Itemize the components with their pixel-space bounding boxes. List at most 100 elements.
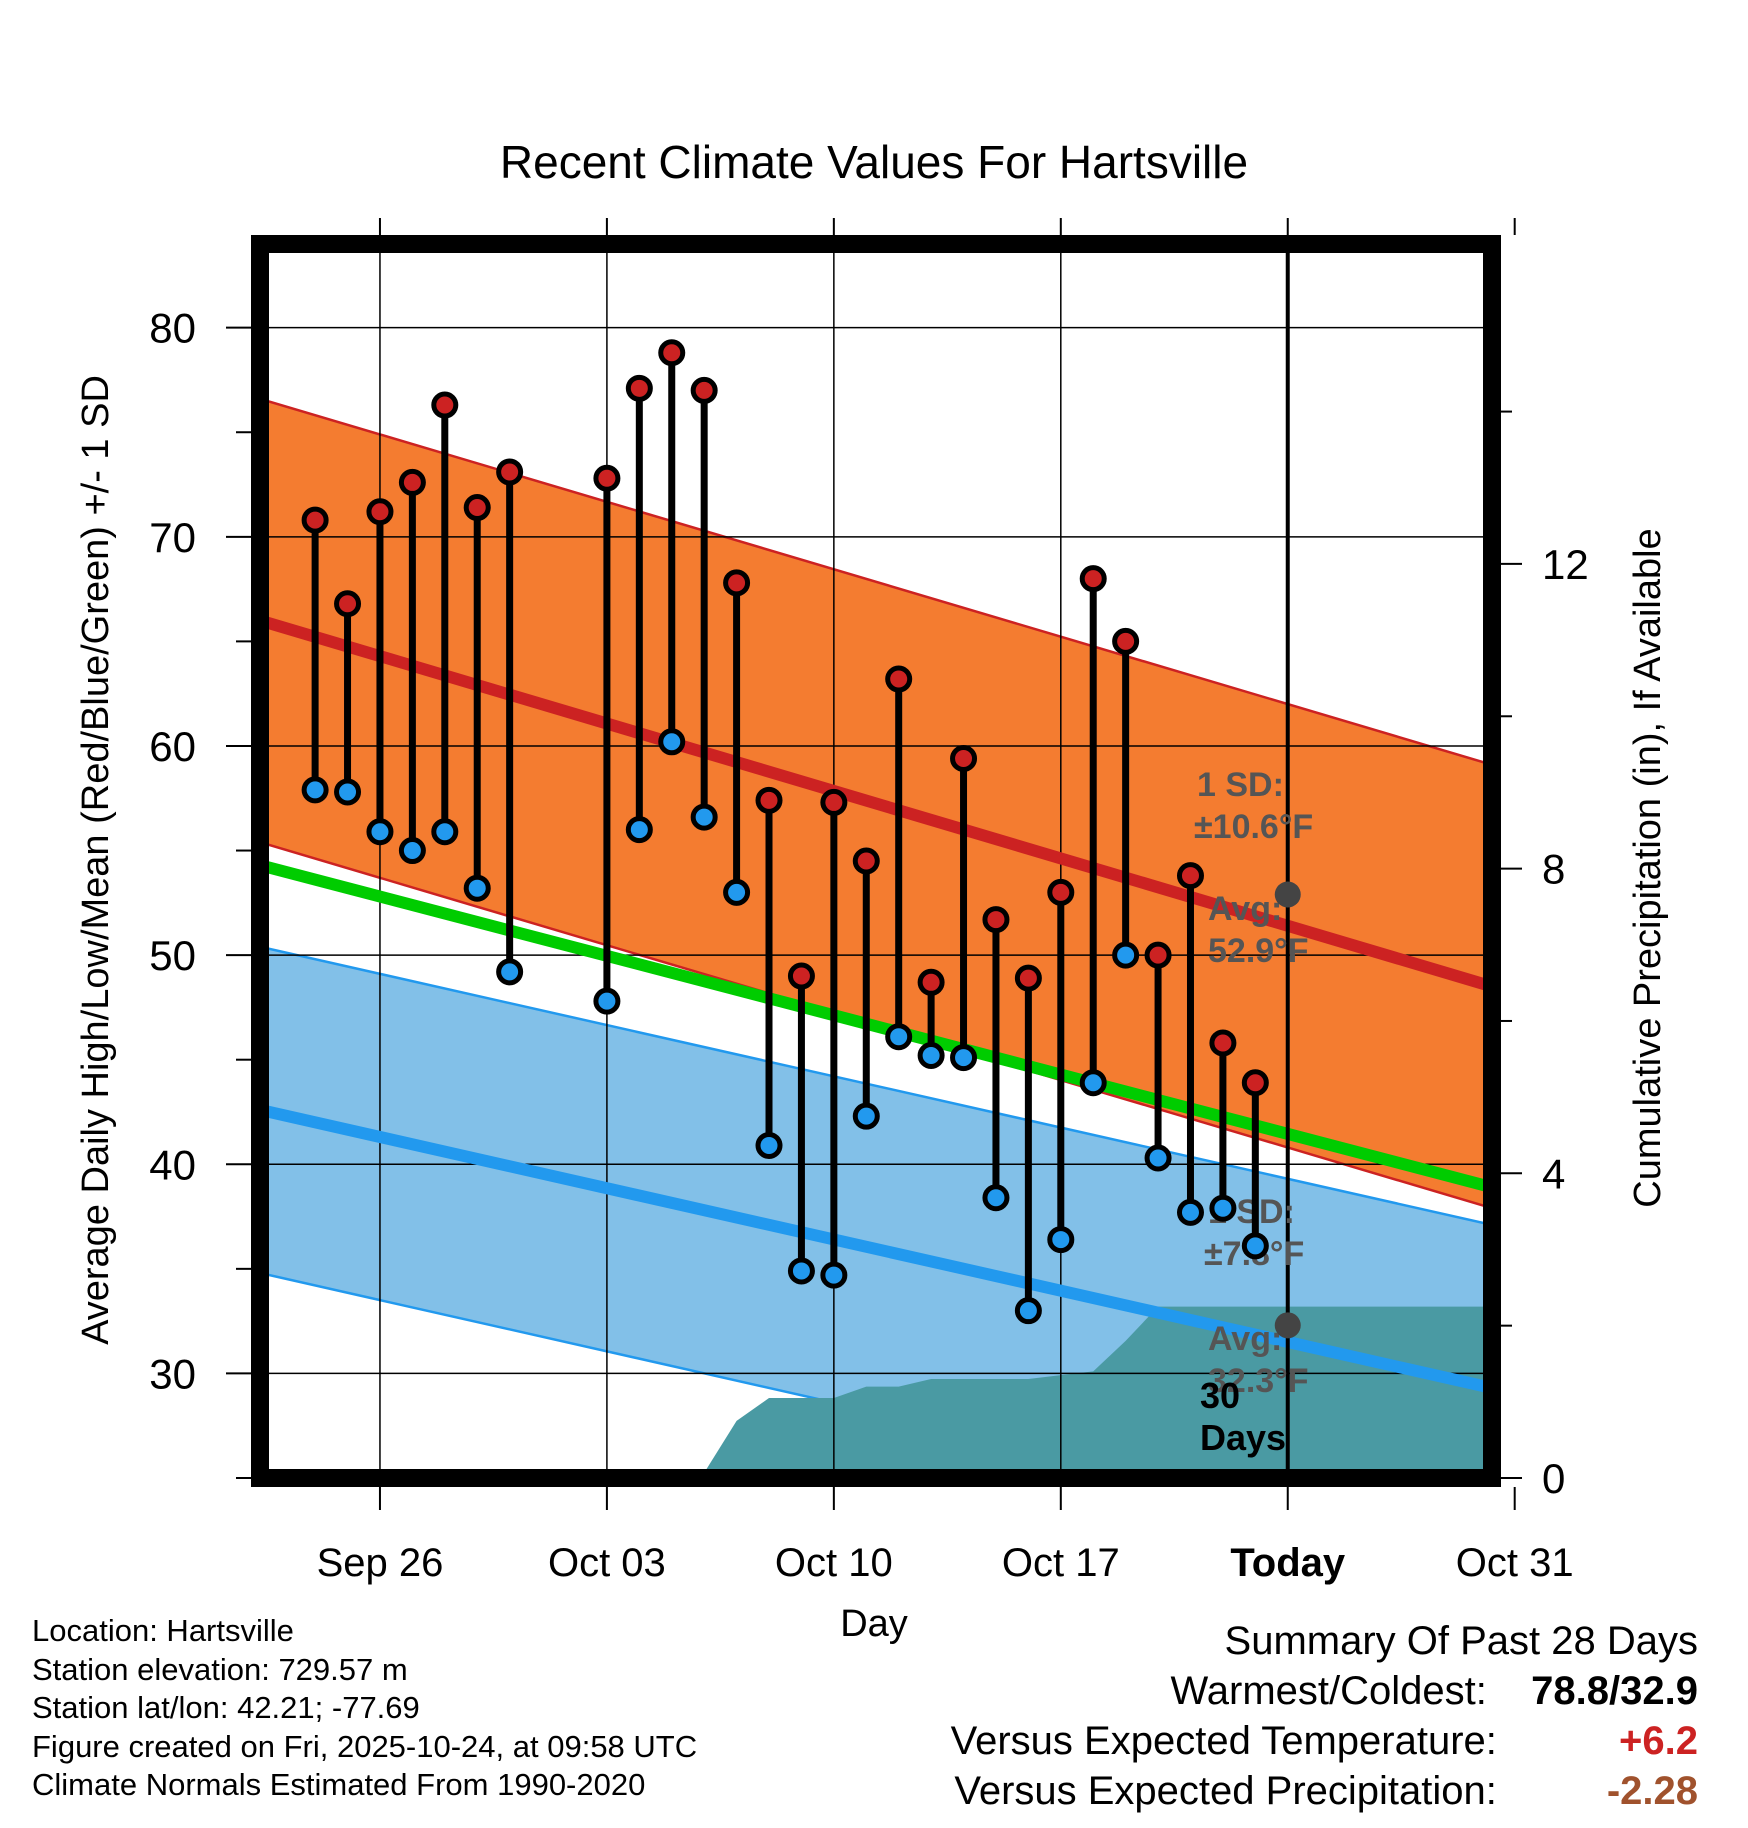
low-point bbox=[755, 1131, 783, 1159]
today-high-avg-marker bbox=[1274, 881, 1301, 908]
high-point bbox=[852, 847, 880, 875]
high-point bbox=[496, 458, 524, 486]
high-point bbox=[1241, 1069, 1269, 1097]
high-point bbox=[1047, 878, 1075, 906]
low-point bbox=[917, 1042, 945, 1070]
summary-title: Summary Of Past 28 Days bbox=[1224, 1619, 1698, 1663]
summary-temp-row: Versus Expected Temperature: +6.2 bbox=[951, 1716, 1698, 1766]
high-point bbox=[1209, 1029, 1237, 1057]
plot-frame bbox=[251, 235, 1501, 1487]
y-tick-label: 80 bbox=[149, 305, 196, 352]
low-point bbox=[496, 958, 524, 986]
warm-cold-value: 78.8/32.9 bbox=[1531, 1669, 1698, 1713]
summary-warm-cold-row: Warmest/Coldest: 78.8/32.9 bbox=[951, 1666, 1699, 1716]
temp-label: Versus Expected Temperature: bbox=[950, 1719, 1497, 1763]
high-point bbox=[885, 665, 913, 693]
high-point bbox=[982, 906, 1010, 934]
low-point bbox=[1176, 1198, 1204, 1226]
x-tick-label: Oct 17 bbox=[1002, 1541, 1120, 1585]
high-point bbox=[690, 376, 718, 404]
high-point bbox=[1144, 941, 1172, 969]
axes-ticks: 30 40 50 60 70 80 0 4 8 12 Sep 26 Oct 03 Oct 10 Oct 1… bbox=[149, 218, 1589, 1585]
low-point bbox=[950, 1044, 978, 1072]
precip-label: Versus Expected Precipitation: bbox=[954, 1769, 1497, 1813]
high-point bbox=[301, 506, 329, 534]
low-point bbox=[463, 874, 491, 902]
low-point bbox=[885, 1023, 913, 1051]
daily-range-stems bbox=[311, 352, 1259, 1311]
high-point bbox=[431, 391, 459, 419]
high-point bbox=[463, 494, 491, 522]
days-label-number: 30 bbox=[1200, 1375, 1240, 1416]
created-text: Figure created on Fri, 2025-10-24, at 09… bbox=[32, 1728, 698, 1764]
chart-title: Recent Climate Values For Hartsville bbox=[500, 136, 1248, 188]
y2-tick-label: 0 bbox=[1542, 1455, 1565, 1502]
high-point bbox=[658, 339, 686, 367]
low-avg-value: 32.3°F bbox=[1208, 1362, 1309, 1400]
low-point bbox=[431, 818, 459, 846]
high-sd-label: 1 SD: bbox=[1197, 766, 1284, 804]
low-point bbox=[593, 987, 621, 1015]
high-avg-value: 52.9°F bbox=[1208, 932, 1309, 970]
y-tick-label: 50 bbox=[149, 932, 196, 979]
today-low-avg-marker bbox=[1274, 1312, 1301, 1339]
low-point bbox=[1209, 1194, 1237, 1222]
y2-tick-label: 12 bbox=[1542, 541, 1589, 588]
low-point bbox=[723, 878, 751, 906]
high-point bbox=[1014, 964, 1042, 992]
low-point bbox=[1241, 1232, 1269, 1260]
low-point bbox=[852, 1102, 880, 1130]
high-point bbox=[723, 569, 751, 597]
low-point bbox=[1047, 1226, 1075, 1254]
station-info: Location: Hartsville Station elevation: … bbox=[32, 1612, 697, 1805]
summary-precip-row: Versus Expected Precipitation: -2.28 bbox=[951, 1766, 1698, 1816]
daily-points bbox=[301, 339, 1269, 1325]
high-point bbox=[1112, 627, 1140, 655]
latlon-text: Station lat/lon: 42.21; -77.69 bbox=[32, 1690, 420, 1725]
days-label-text: Days bbox=[1200, 1417, 1286, 1458]
low-point bbox=[625, 816, 653, 844]
temp-value: +6.2 bbox=[1619, 1719, 1698, 1763]
x-tick-label: Oct 03 bbox=[548, 1541, 666, 1585]
low-point bbox=[301, 776, 329, 804]
low-point bbox=[1079, 1069, 1107, 1097]
x-tick-label: Oct 10 bbox=[775, 1541, 893, 1585]
high-point bbox=[1176, 862, 1204, 890]
low-point bbox=[398, 837, 426, 865]
location-text: Location: Hartsville bbox=[32, 1613, 294, 1648]
y-tick-label: 30 bbox=[149, 1350, 196, 1397]
high-point bbox=[755, 786, 783, 814]
high-point bbox=[1079, 565, 1107, 593]
high-sd-value: ±10.6°F bbox=[1194, 808, 1313, 846]
summary-panel: Summary Of Past 28 Days Warmest/Coldest:… bbox=[951, 1616, 1698, 1816]
high-point bbox=[334, 590, 362, 618]
low-point bbox=[366, 818, 394, 846]
normals-text: Climate Normals Estimated From 1990-2020 bbox=[32, 1767, 646, 1802]
y-tick-label: 70 bbox=[149, 514, 196, 561]
low-point bbox=[690, 803, 718, 831]
high-point bbox=[787, 962, 815, 990]
x-tick-label: Today bbox=[1230, 1541, 1346, 1585]
x-tick-label: Sep 26 bbox=[317, 1541, 444, 1585]
high-point bbox=[917, 968, 945, 996]
low-point bbox=[982, 1184, 1010, 1212]
elevation-text: Station elevation: 729.57 m bbox=[32, 1651, 408, 1687]
high-point bbox=[625, 374, 653, 402]
low-point bbox=[334, 778, 362, 806]
warm-cold-label: Warmest/Coldest: bbox=[1170, 1669, 1487, 1713]
high-point bbox=[820, 788, 848, 816]
low-point bbox=[658, 728, 686, 756]
low-avg-label: Avg: bbox=[1208, 1320, 1282, 1358]
y-tick-label: 60 bbox=[149, 723, 196, 770]
high-avg-label: Avg: bbox=[1208, 890, 1282, 928]
high-point bbox=[593, 464, 621, 492]
y2-tick-label: 8 bbox=[1542, 846, 1565, 893]
low-point bbox=[1112, 941, 1140, 969]
precip-value: -2.28 bbox=[1606, 1769, 1698, 1813]
low-point bbox=[1144, 1144, 1172, 1172]
y2-axis-label: Cumulative Precipitation (in), If Availa… bbox=[1627, 528, 1669, 1207]
high-point bbox=[950, 745, 978, 773]
